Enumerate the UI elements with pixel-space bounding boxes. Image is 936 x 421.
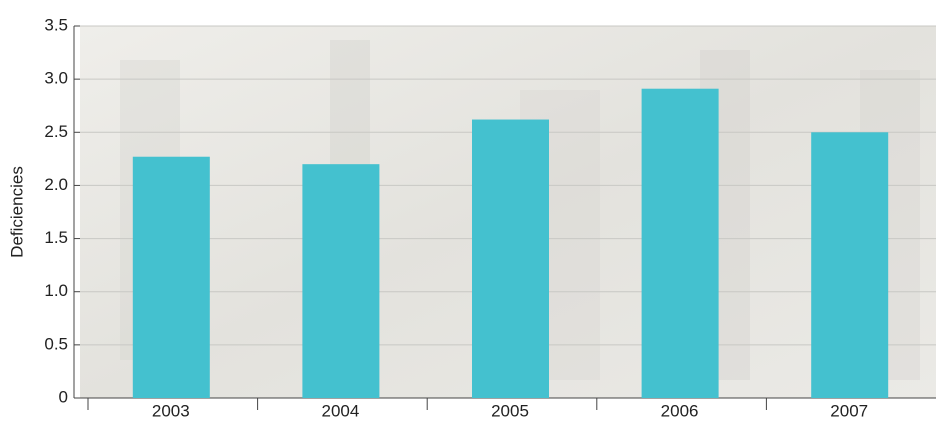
x-tick-label: 2007 <box>830 401 868 420</box>
x-tick-label: 2004 <box>321 401 359 420</box>
bar <box>132 156 210 398</box>
y-tick-label: 0.5 <box>44 334 68 353</box>
y-tick-label: 3.0 <box>44 69 68 88</box>
bar <box>302 164 380 398</box>
bar <box>472 119 549 398</box>
x-tick-label: 2003 <box>152 401 190 420</box>
x-tick-label: 2006 <box>661 401 699 420</box>
y-axis-label: Deficiencies <box>7 166 26 258</box>
y-tick-label: 1.0 <box>44 281 68 300</box>
y-tick-label: 3.5 <box>44 15 68 34</box>
y-tick-label: 2.0 <box>44 175 68 194</box>
bar <box>811 132 889 399</box>
bar <box>641 88 719 399</box>
y-tick-label: 1.5 <box>44 228 68 247</box>
x-tick-label: 2005 <box>491 401 529 420</box>
y-tick-label: 0 <box>59 387 68 406</box>
y-tick-label: 2.5 <box>44 122 68 141</box>
